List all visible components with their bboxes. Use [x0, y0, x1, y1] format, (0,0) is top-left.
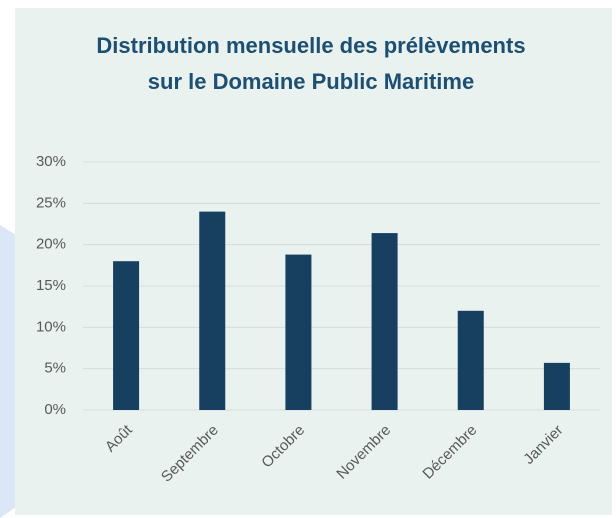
y-tick-label: 20%: [36, 236, 66, 253]
chart-title: Distribution mensuelle des prélèvements …: [96, 33, 526, 94]
y-tick-label: 30%: [36, 153, 66, 170]
y-tick-label: 5%: [44, 360, 66, 377]
bar: [543, 362, 570, 410]
bar: [285, 254, 312, 410]
y-tick-label: 10%: [36, 318, 66, 335]
y-tick-label: 25%: [36, 194, 66, 211]
bar: [457, 310, 484, 410]
bar: [113, 261, 140, 410]
y-tick-label: 0%: [44, 401, 66, 418]
bar: [371, 233, 398, 410]
y-tick-label: 15%: [36, 277, 66, 294]
bar: [199, 211, 226, 410]
